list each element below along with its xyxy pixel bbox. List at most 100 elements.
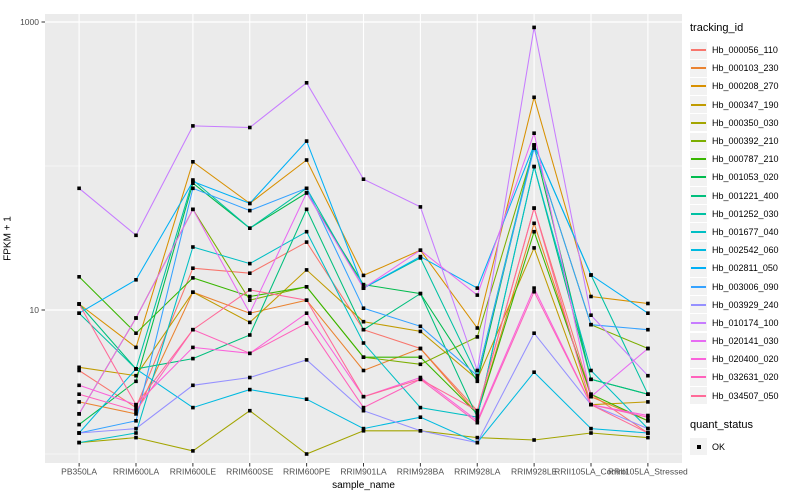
data-point <box>134 419 138 423</box>
data-point <box>361 368 366 373</box>
black-square-point-icon <box>696 444 701 449</box>
data-point <box>134 408 138 413</box>
data-point <box>191 290 195 294</box>
data-point <box>532 229 536 234</box>
data-point <box>646 311 650 315</box>
legend-item-label: Hb_010174_100 <box>712 317 779 328</box>
legend-line-icon <box>691 85 706 88</box>
legend-item-label: Hb_020400_020 <box>712 354 779 365</box>
legend-key-swatch <box>690 368 707 386</box>
data-point <box>134 405 138 410</box>
legend-key-swatch <box>690 314 707 332</box>
data-point <box>475 408 480 413</box>
legend-item-Hb_000056_110: Hb_000056_110 <box>690 41 800 59</box>
legend-item-Hb_000392_210: Hb_000392_210 <box>690 132 800 150</box>
data-point <box>134 316 138 320</box>
data-point <box>77 400 81 404</box>
data-point <box>475 293 480 297</box>
data-point <box>589 294 593 299</box>
data-point <box>475 415 480 419</box>
data-point <box>304 452 309 456</box>
data-point <box>646 392 650 396</box>
data-point <box>646 415 650 419</box>
legend-item-label: Hb_000347_190 <box>712 99 779 110</box>
data-point <box>191 186 195 191</box>
data-point <box>77 431 81 435</box>
legend-item-label: Hb_000103_230 <box>712 63 779 74</box>
legend-item-label: Hb_002811_050 <box>712 263 778 274</box>
data-point <box>191 276 195 280</box>
legend-key-swatch <box>690 41 707 59</box>
data-point <box>475 373 480 378</box>
data-point <box>77 275 81 279</box>
data-point <box>304 358 309 362</box>
data-point <box>532 206 536 210</box>
data-point <box>361 177 366 181</box>
legend-item-Hb_001221_400: Hb_001221_400 <box>690 187 800 205</box>
data-point <box>532 131 536 135</box>
data-point <box>304 191 309 195</box>
data-point <box>248 311 252 315</box>
data-point <box>646 400 650 404</box>
series-points-Hb_000787_210 <box>77 229 650 423</box>
data-point <box>646 419 650 423</box>
data-point <box>248 226 252 230</box>
legend-line-icon <box>691 67 706 70</box>
data-point <box>191 383 195 388</box>
data-point <box>532 289 536 294</box>
x-tick-label-RRIM600LA: RRIM600LA <box>113 467 160 477</box>
data-point <box>248 298 252 302</box>
data-point <box>589 394 593 399</box>
data-point <box>304 158 309 162</box>
legend-item-Hb_000350_030: Hb_000350_030 <box>690 114 800 132</box>
legend-item-label: Hb_000787_210 <box>712 154 779 165</box>
legend-item-label: Hb_000392_210 <box>712 136 779 147</box>
data-point <box>191 124 195 128</box>
data-point <box>475 335 480 339</box>
data-point <box>418 405 423 410</box>
data-point <box>77 440 81 445</box>
data-point <box>304 285 309 289</box>
data-point <box>361 408 366 413</box>
legend-key-swatch <box>690 223 707 241</box>
data-point <box>646 346 650 351</box>
data-point <box>532 164 536 169</box>
data-point <box>646 373 650 378</box>
x-tick-label-RRIM928LA: RRIM928LA <box>454 467 501 477</box>
data-point <box>532 331 536 335</box>
data-point <box>134 278 138 282</box>
legend-key-swatch <box>690 187 707 205</box>
legend-key-swatch <box>690 205 707 223</box>
data-point <box>248 408 252 413</box>
x-tick-label-RRIM928BA: RRIM928BA <box>397 467 445 477</box>
data-point <box>418 329 423 334</box>
data-point <box>134 345 138 350</box>
data-point <box>532 286 536 290</box>
legend-key-swatch <box>690 77 707 95</box>
data-point <box>418 291 423 296</box>
y-tick-label-1000: 1000 <box>20 17 39 27</box>
data-point <box>304 207 309 212</box>
legend-item-label: Hb_003929_240 <box>712 299 779 310</box>
data-point <box>361 355 366 359</box>
data-point <box>77 186 81 191</box>
y-axis-title: FPKM + 1 <box>2 216 14 261</box>
x-tick-label-RRII105LA_Control: RRII105LA_Control <box>554 467 628 477</box>
data-point <box>77 412 81 416</box>
data-point <box>134 233 138 238</box>
data-point <box>77 368 81 373</box>
data-point <box>532 370 536 374</box>
x-tick-label-RRII105LA_Stressed: RRII105LA_Stressed <box>608 467 688 477</box>
legend-item-Hb_000347_190: Hb_000347_190 <box>690 96 800 114</box>
data-point <box>589 322 593 327</box>
data-point <box>304 298 309 302</box>
legend-line-icon <box>691 194 706 197</box>
legend-item-label: Hb_032631_020 <box>712 372 779 383</box>
data-point <box>248 387 252 392</box>
legend-line-icon <box>691 158 706 161</box>
data-point <box>646 426 650 431</box>
data-point <box>134 402 138 407</box>
data-point <box>304 397 309 401</box>
legend-quant-status: quant_status OK <box>690 419 800 456</box>
